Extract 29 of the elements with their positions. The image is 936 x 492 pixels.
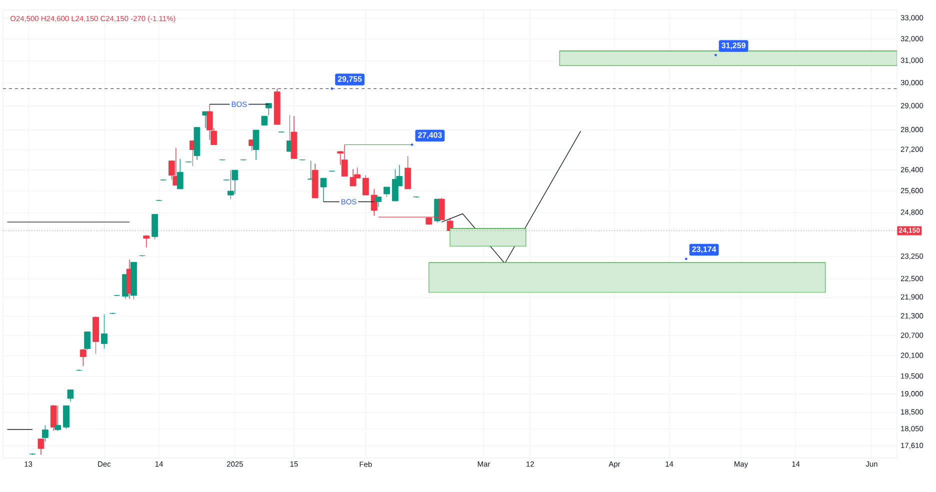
candlestick [101,314,108,349]
candlestick [63,405,70,429]
candlestick [54,405,62,432]
candlestick [84,332,91,350]
candlestick [67,390,74,402]
candlestick [265,103,272,116]
candlestick [375,196,382,208]
candlestick [312,163,318,198]
candlestick [341,144,348,177]
candlestick [194,127,200,160]
candlestick [38,438,44,456]
candlestick [350,168,356,186]
candlestick [42,425,48,442]
candlestick [252,130,260,160]
candlestick [384,186,390,198]
candlestick [143,235,150,248]
candlestick [80,348,86,366]
candlestick [320,178,327,202]
candlestick [362,175,369,196]
candlestick [228,170,234,200]
candlestick [274,88,280,125]
candlestick [92,316,99,354]
candlestick [50,404,57,432]
candlestick [404,156,412,190]
candlestick [130,262,137,300]
candlestick [261,116,268,126]
candlestick [290,116,298,159]
candlestick [176,158,184,190]
candlestick [152,214,158,240]
